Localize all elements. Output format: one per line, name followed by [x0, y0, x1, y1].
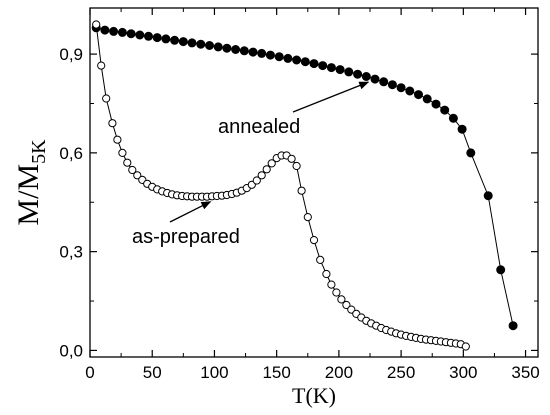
data-point	[252, 176, 261, 185]
y-tick-label: 0,0	[59, 341, 83, 360]
data-point	[108, 119, 117, 128]
data-point	[152, 33, 162, 43]
data-point	[332, 288, 341, 297]
data-point	[379, 77, 389, 87]
data-point	[97, 61, 106, 70]
data-point	[231, 45, 241, 54]
data-point	[113, 135, 122, 144]
data-point	[265, 50, 275, 60]
data-point	[239, 46, 249, 56]
series-line	[96, 27, 514, 326]
axis-ticks: 0 50 100 150 200 250 300 350 0,0 0,3 0,6 0,9	[59, 8, 540, 382]
annotations: annealed as-prepared	[132, 81, 370, 248]
data-point	[448, 113, 458, 123]
data-point	[283, 53, 293, 63]
data-point	[292, 161, 301, 171]
data-point	[483, 191, 493, 201]
data-point	[187, 38, 197, 48]
data-point	[222, 43, 232, 53]
series-annealed	[91, 23, 518, 331]
y-tick-label: 0,3	[59, 243, 83, 262]
data-point	[267, 159, 276, 168]
data-point	[387, 80, 397, 90]
data-point	[461, 342, 470, 351]
x-tick-label: 50	[143, 363, 162, 382]
data-point	[466, 148, 476, 158]
data-point	[370, 74, 380, 84]
data-point	[396, 83, 406, 93]
data-point	[508, 321, 518, 331]
data-point	[117, 27, 127, 37]
annotation-arrow	[169, 201, 212, 223]
data-point	[196, 39, 206, 49]
data-point	[257, 48, 267, 58]
data-point	[213, 42, 223, 52]
data-point	[109, 26, 119, 36]
data-point	[303, 213, 312, 222]
x-tick-label: 0	[85, 363, 94, 382]
data-point	[335, 65, 345, 75]
data-point	[440, 105, 450, 115]
data-point	[144, 31, 153, 41]
data-point	[344, 67, 354, 77]
data-point	[170, 35, 180, 45]
x-tick-label: 150	[262, 363, 290, 382]
x-tick-label: 200	[325, 363, 353, 382]
x-tick-label: 350	[511, 363, 539, 382]
plot-frame	[89, 7, 539, 358]
data-point	[422, 94, 432, 104]
data-point	[292, 55, 302, 65]
data-point	[405, 86, 415, 96]
data-point	[102, 94, 111, 103]
y-axis-title-main: M/M	[12, 164, 45, 226]
data-point	[287, 154, 296, 163]
y-axis-title: M/M5K	[12, 139, 50, 226]
y-tick-label: 0,6	[59, 144, 83, 163]
data-point	[496, 265, 506, 275]
data-point	[457, 124, 467, 134]
data-point	[337, 295, 346, 304]
y-axis-title-sub: 5K	[28, 139, 50, 164]
data-point	[178, 37, 188, 47]
data-point	[100, 25, 110, 35]
data-point	[297, 186, 306, 195]
data-point	[123, 158, 132, 167]
data-point	[248, 47, 258, 57]
x-axis-title: T(K)	[292, 383, 336, 408]
x-tick-label: 250	[387, 363, 415, 382]
annotation-as-prepared: as-prepared	[132, 226, 240, 248]
x-tick-label: 300	[449, 363, 477, 382]
data-point	[322, 269, 331, 279]
data-point	[126, 29, 136, 39]
data-point	[309, 236, 319, 245]
data-point	[309, 59, 319, 69]
y-tick-label: 0,9	[59, 45, 83, 64]
data-point	[205, 41, 214, 50]
data-point	[128, 165, 137, 175]
data-point	[257, 171, 266, 180]
series-as-prepared	[92, 20, 470, 351]
data-point	[92, 20, 101, 29]
data-point	[431, 99, 441, 109]
data-point	[274, 52, 284, 62]
data-point	[118, 148, 127, 157]
data-point	[361, 72, 371, 81]
annotation-annealed: annealed	[218, 116, 300, 138]
data-point	[135, 30, 145, 40]
data-point	[133, 171, 142, 180]
x-tick-label: 100	[200, 363, 228, 382]
data-point	[318, 61, 328, 71]
data-point	[300, 57, 310, 67]
data-point	[327, 280, 336, 289]
data-point	[342, 300, 351, 310]
data-point	[414, 90, 423, 100]
annotation-arrow	[292, 81, 370, 113]
data-point	[326, 63, 336, 73]
data-point	[316, 255, 325, 264]
data-point	[262, 165, 271, 174]
data-point	[353, 69, 363, 79]
data-point	[161, 34, 171, 44]
data-series	[91, 20, 518, 351]
